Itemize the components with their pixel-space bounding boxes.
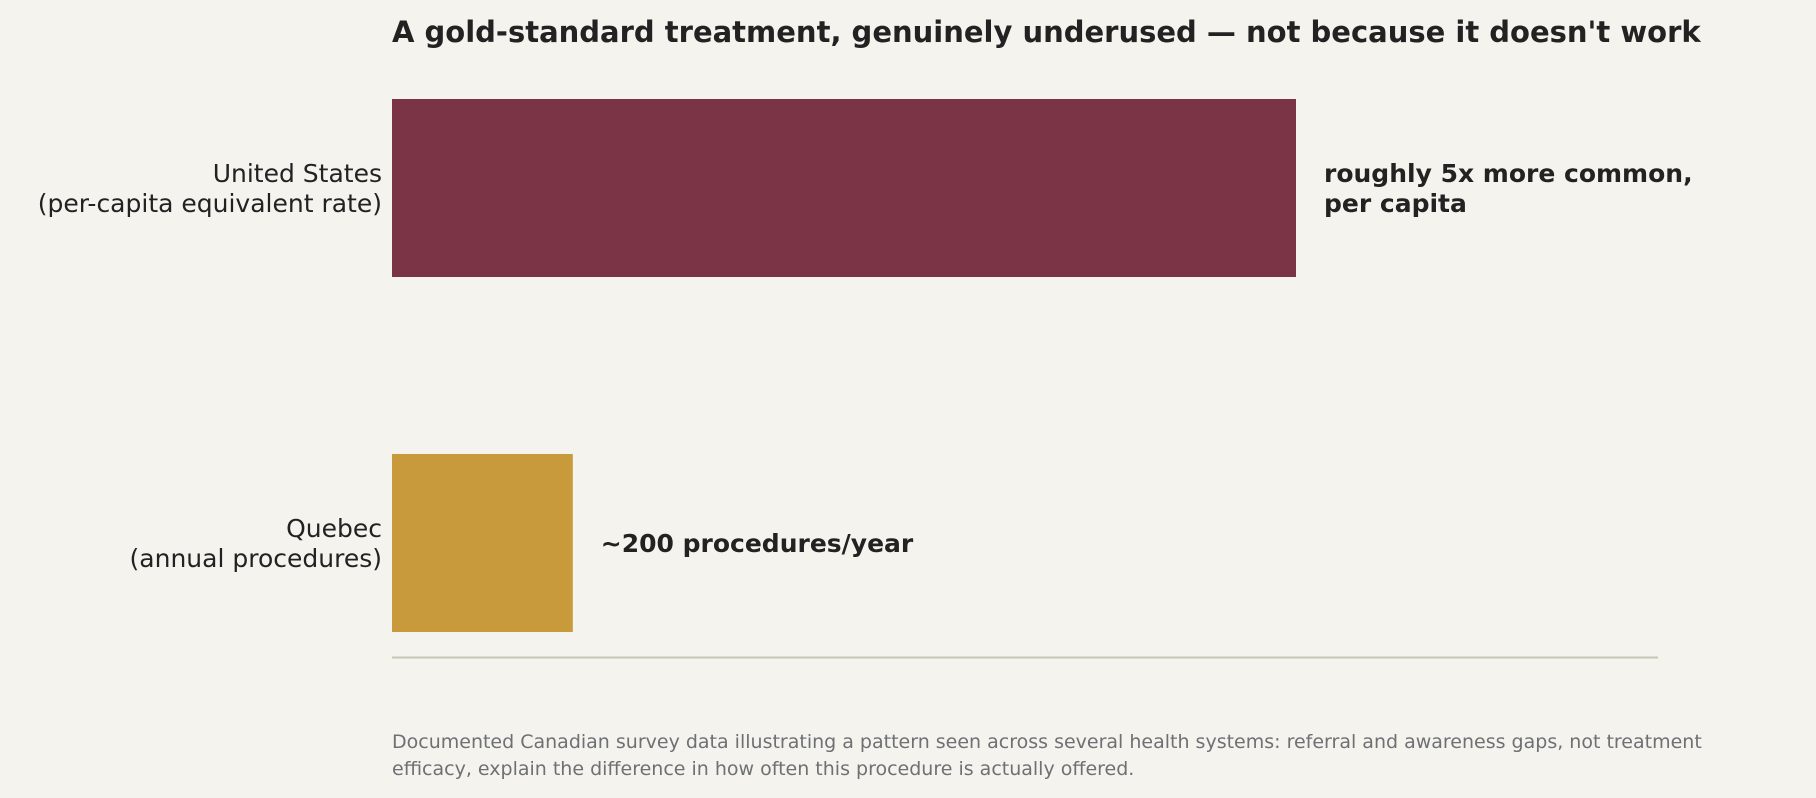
data-label-2: ~200 procedures/year xyxy=(601,529,914,558)
footnote: Documented Canadian survey data illustra… xyxy=(392,731,1708,780)
data-label-line: roughly 5x more common, xyxy=(1324,159,1693,188)
bar-1 xyxy=(392,99,1296,277)
category-label-1: United States (per-capita equivalent rate… xyxy=(38,159,382,218)
category-label-line: United States xyxy=(213,159,382,188)
data-label-line: ~200 procedures/year xyxy=(601,529,914,558)
category-label-2: Quebec (annual procedures) xyxy=(130,514,382,573)
footnote-line-2: efficacy, explain the difference in how … xyxy=(392,758,1134,780)
bar-2 xyxy=(392,454,573,632)
category-label-line: (annual procedures) xyxy=(130,544,382,573)
bars-layer: United States (per-capita equivalent rate… xyxy=(38,99,1693,632)
category-label-line: (per-capita equivalent rate) xyxy=(38,189,382,218)
category-label-line: Quebec xyxy=(286,514,382,543)
chart-title: A gold-standard treatment, genuinely und… xyxy=(392,15,1701,49)
data-label-line: per capita xyxy=(1324,189,1467,218)
footnote-line-1: Documented Canadian survey data illustra… xyxy=(392,731,1702,753)
data-label-1: roughly 5x more common, per capita xyxy=(1324,159,1693,218)
